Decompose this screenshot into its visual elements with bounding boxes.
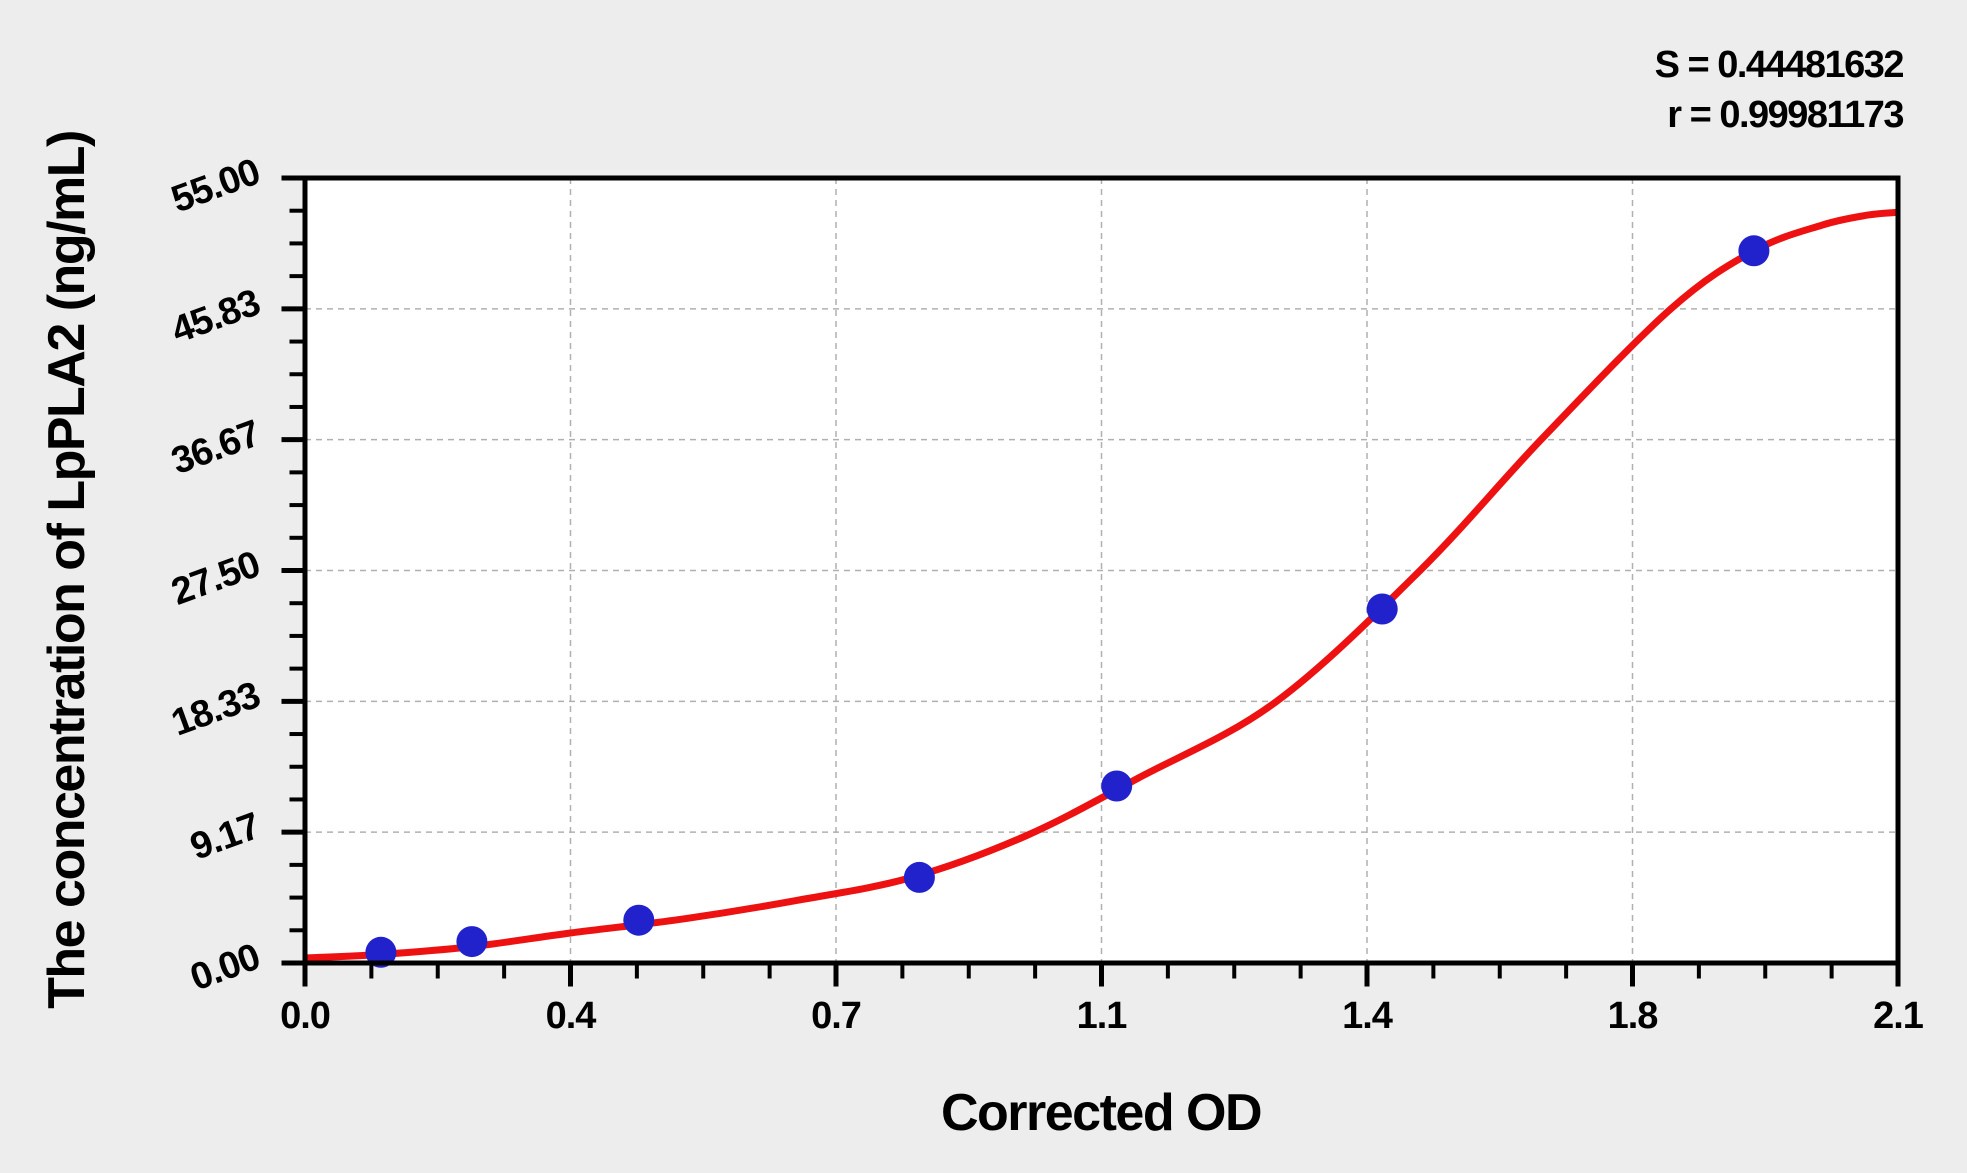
stat-s-value: S = 0.44481632 (1655, 44, 1904, 86)
x-tick-label: 1.4 (1342, 995, 1393, 1037)
data-point (1738, 235, 1770, 267)
axis-ticks (281, 175, 1901, 987)
y-tick-label: 45.83 (166, 282, 265, 352)
data-points (365, 235, 1770, 968)
data-point (903, 861, 935, 893)
x-tick-label: 1.8 (1608, 995, 1658, 1037)
y-tick-label: 18.33 (166, 674, 265, 744)
data-point (1366, 593, 1398, 625)
data-point (623, 904, 655, 936)
fit-curve (305, 208, 1898, 962)
y-tick-label: 9.17 (185, 805, 265, 868)
x-tick-label: 1.1 (1077, 995, 1128, 1037)
data-point (1101, 770, 1133, 802)
x-tick-label: 0.7 (811, 995, 861, 1037)
y-tick-label: 55.00 (166, 151, 265, 221)
y-tick-label: 27.50 (166, 543, 265, 613)
x-tick-label: 2.1 (1873, 995, 1924, 1037)
y-tick-label: 36.67 (166, 413, 265, 483)
plot-area: 0.0 0.4 0.7 1.1 1.4 1.8 2.1 0.00 9.17 18.33 27.50 3… (166, 151, 1925, 1037)
y-tick-label: 0.00 (185, 936, 265, 999)
y-axis-title: The concentration of LpPLA2 (ng/mL) (38, 131, 96, 1009)
plot-border (302, 175, 1901, 966)
x-axis-title: Corrected OD (941, 1084, 1261, 1142)
x-tick-label: 0.4 (546, 995, 597, 1037)
x-tick-label: 0.0 (280, 995, 330, 1037)
data-point (365, 936, 397, 968)
stat-r-value: r = 0.99981173 (1667, 94, 1903, 136)
data-point (456, 926, 488, 958)
gridlines (305, 178, 1898, 963)
